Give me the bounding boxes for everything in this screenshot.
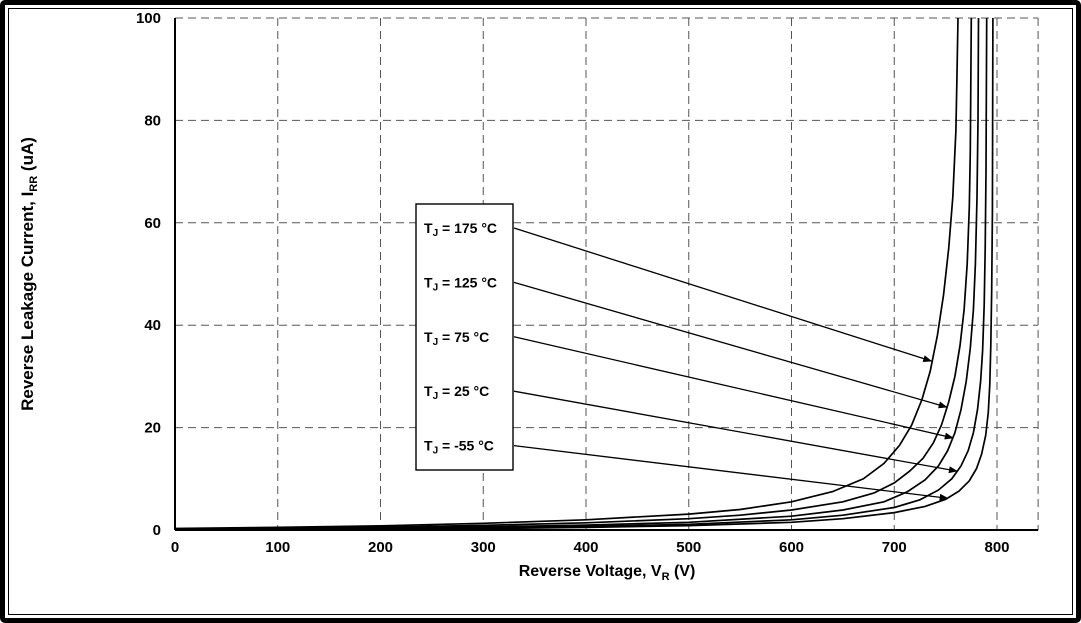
legend-label-tj--55c: TJ = -55 °C	[424, 438, 494, 457]
legend-label-subscript: J	[433, 228, 439, 239]
legend-label-value: = 175 °C	[438, 220, 497, 236]
x-tick-label-200: 200	[368, 539, 393, 556]
x-tick-label-500: 500	[676, 539, 701, 556]
y-axis-title-text: Reverse Leakage Current, I	[18, 192, 37, 411]
x-axis-title: Reverse Voltage, VR (V)	[519, 563, 696, 583]
chart-generated-content: 0 100 200 300 400 500 600 700 800 0 20 40 60 80 100 TJ …	[136, 10, 1039, 556]
y-axis-title-subscript: RR	[28, 176, 40, 192]
series-curves	[175, 18, 994, 530]
y-axis-title-units: (uA)	[18, 137, 37, 176]
x-tick-label-600: 600	[779, 539, 804, 556]
curve-tj-25c	[175, 18, 988, 530]
curve-tj-125c	[175, 18, 973, 530]
legend-label-value: = 125 °C	[438, 274, 497, 290]
y-tick-label-0: 0	[153, 522, 161, 539]
y-tick-label-40: 40	[144, 317, 161, 334]
x-tick-label-800: 800	[984, 539, 1009, 556]
legend-label-symbol: T	[424, 438, 433, 454]
x-tick-label-300: 300	[471, 539, 496, 556]
x-tick-label-0: 0	[171, 539, 179, 556]
x-axis-title-text: Reverse Voltage, V	[519, 563, 662, 580]
legend-label-value: = 75 °C	[438, 329, 489, 345]
legend-label-symbol: T	[424, 329, 433, 345]
legend-label-subscript: J	[433, 391, 439, 402]
legend-arrow-tj-175c	[513, 227, 933, 362]
legend-label-subscript: J	[433, 282, 439, 293]
gridlines	[175, 17, 1039, 530]
x-tick-label-700: 700	[882, 539, 907, 556]
legend-label-subscript: J	[433, 446, 439, 457]
y-tick-label-20: 20	[144, 420, 161, 437]
x-tick-label-100: 100	[265, 539, 290, 556]
legend-label-value: = 25 °C	[438, 383, 489, 399]
legend-label-tj-125c: TJ = 125 °C	[424, 274, 497, 293]
legend-arrow-tj-25c	[513, 390, 958, 474]
legend-arrow-tj-75c	[513, 336, 954, 440]
legend-label-value: = -55 °C	[438, 438, 494, 454]
legend-arrow-tj--55c	[513, 444, 949, 501]
legend-label-tj-75c: TJ = 75 °C	[424, 329, 489, 348]
legend-label-subscript: J	[433, 337, 439, 348]
y-axis-title: Reverse Leakage Current, IRR (uA)	[18, 137, 40, 411]
legend-arrow-tj-125c	[513, 281, 948, 409]
legend-box	[415, 203, 514, 471]
legend-label-tj-25c: TJ = 25 °C	[424, 383, 489, 402]
x-axis-title-units: (V)	[670, 563, 696, 580]
legend-label-symbol: T	[424, 274, 433, 290]
x-axis-title-subscript: R	[662, 571, 670, 583]
y-tick-label-60: 60	[144, 215, 161, 232]
curve-tj-175c	[175, 18, 959, 530]
legend-label-tj-175c: TJ = 175 °C	[424, 220, 497, 239]
legend-label-symbol: T	[424, 220, 433, 236]
curve-tj--55c	[175, 18, 994, 530]
y-tick-label-80: 80	[144, 112, 161, 129]
legend-label-symbol: T	[424, 383, 433, 399]
curve-tj-75c	[175, 18, 980, 530]
y-tick-label-100: 100	[136, 10, 161, 27]
x-tick-label-400: 400	[573, 539, 598, 556]
